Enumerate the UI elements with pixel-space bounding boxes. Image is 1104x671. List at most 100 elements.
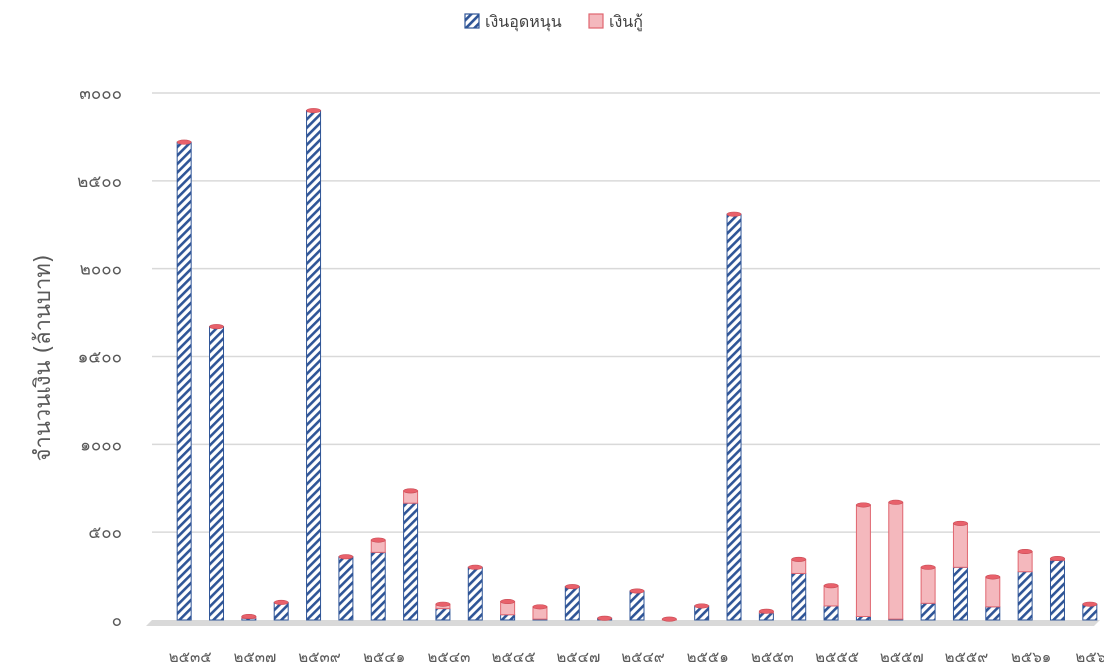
bar-cap	[597, 615, 612, 621]
x-tick-label: ๒๕๕๓	[751, 648, 794, 666]
bar-cap	[500, 599, 515, 605]
bar-group	[532, 604, 548, 621]
x-tick-label: ๒๕๓๗	[233, 648, 276, 666]
bar-segment-subsidy	[435, 608, 451, 621]
x-tick-labels: ๒๕๓๕ ๒๕๓๗ ๒๕๓๙ ๒๕๔๑ ๒๕๔๓ ๒๕๔๕ ๒๕๔๗ ๒๕๔๙ ๒๕๕๑ ๒๕๕๓…	[169, 648, 1104, 666]
y-tick-label: ๐	[112, 611, 122, 631]
bar-cap	[403, 488, 418, 494]
bar-group	[564, 584, 580, 621]
bar-segment-subsidy	[500, 614, 516, 621]
legend-swatch-loan	[588, 13, 604, 29]
bar-group	[500, 599, 516, 621]
bar-segment-subsidy	[209, 326, 225, 621]
bar-segment-subsidy	[758, 612, 774, 621]
bar-group	[920, 564, 936, 621]
bar-group	[467, 564, 483, 621]
bar-segment-subsidy	[920, 602, 936, 621]
bar-cap	[888, 499, 904, 505]
bar-group	[855, 502, 871, 621]
bar-cap	[920, 564, 936, 570]
bar-cap	[565, 584, 580, 590]
bar-cap	[338, 554, 354, 560]
legend-label-subsidy: เงินอุดหนุน	[485, 12, 562, 32]
bar-cap	[273, 599, 289, 605]
bar-segment-subsidy	[176, 141, 192, 621]
y-tick-label: ๓๐๐๐	[79, 84, 122, 104]
bar-cap	[759, 608, 774, 614]
bar-group	[1017, 548, 1033, 621]
bar-group	[241, 613, 257, 621]
x-tick-label: ๒๕๔๕	[492, 648, 536, 666]
legend-item-loan: เงินกู้	[588, 12, 643, 32]
bar-cap	[662, 616, 677, 622]
bar-group	[1082, 601, 1098, 621]
bar-segment-subsidy	[726, 213, 742, 621]
bar-group	[403, 488, 419, 621]
legend-swatch-subsidy	[464, 13, 480, 29]
bar-segment-loan	[855, 504, 871, 617]
bar-group	[823, 583, 839, 621]
x-tick-label: ๒๕๔๙	[621, 648, 665, 666]
bar-cap	[306, 108, 321, 114]
bar-cap	[176, 139, 192, 145]
bar-group	[1049, 556, 1065, 621]
bar-cap	[532, 604, 548, 610]
bar-group	[306, 108, 322, 621]
bar-segment-subsidy	[629, 590, 645, 621]
bar-group	[597, 615, 613, 621]
x-tick-label: ๒๕๓๕	[169, 648, 212, 666]
bar-group	[273, 599, 289, 621]
bar-cap	[241, 613, 257, 619]
legend-label-loan: เงินกู้	[609, 12, 643, 32]
bar-segment-subsidy	[823, 605, 839, 621]
legend-item-subsidy: เงินอุดหนุน	[464, 12, 562, 32]
bar-segment-subsidy	[273, 601, 289, 621]
bar-cap	[1050, 556, 1065, 562]
bar-group	[888, 499, 904, 621]
bar-group	[338, 554, 354, 621]
bar-cap	[953, 520, 968, 526]
bar-cap	[467, 564, 483, 570]
bar-segment-loan	[888, 501, 904, 620]
bar-cap	[1017, 548, 1033, 554]
bar-segment-subsidy	[403, 502, 419, 621]
bar-group	[661, 616, 677, 622]
bar-segment-subsidy	[1049, 559, 1065, 621]
bars	[176, 108, 1098, 622]
y-tick-labels: ๐ ๕๐๐ ๑๐๐๐ ๑๕๐๐ ๒๐๐๐ ๒๕๐๐ ๓๐๐๐	[77, 84, 122, 631]
bar-group	[791, 556, 807, 621]
bar-segment-subsidy	[338, 556, 354, 621]
floor	[146, 620, 1100, 626]
bar-cap	[985, 574, 1001, 580]
bar-segment-loan	[985, 576, 1001, 608]
bar-group	[985, 574, 1001, 621]
bar-segment-subsidy	[1017, 571, 1033, 621]
bar-segment-subsidy	[952, 566, 968, 621]
bar-group	[952, 520, 968, 621]
legend: เงินอุดหนุน เงินกู้	[464, 12, 643, 32]
x-tick-label: ๒๕๔๑	[363, 648, 405, 666]
bar-segment-subsidy	[564, 586, 580, 621]
bar-group	[176, 139, 192, 621]
bar-cap	[370, 537, 386, 543]
bar-segment-loan	[1017, 550, 1033, 573]
x-tick-label: ๒๕๓๙	[298, 648, 340, 666]
bar-group	[209, 324, 225, 621]
x-tick-label: ๒๕๔๗	[556, 648, 600, 666]
bar-cap	[1082, 601, 1098, 607]
x-tick-label: ๒๕๕๗	[880, 648, 924, 666]
x-tick-label: ๒๕๕๑	[687, 648, 729, 666]
y-tick-label: ๒๕๐๐	[77, 172, 122, 192]
bar-group	[758, 608, 774, 621]
bar-group	[370, 537, 386, 621]
bar-segment-subsidy	[985, 606, 1001, 621]
bar-segment-subsidy	[467, 566, 483, 621]
bar-segment-subsidy	[306, 110, 322, 621]
bar-cap	[629, 588, 645, 594]
y-tick-label: ๕๐๐	[88, 523, 122, 543]
bar-group	[629, 588, 645, 621]
bar-cap	[791, 556, 807, 562]
bar-cap	[694, 603, 709, 609]
bar-group	[694, 603, 710, 621]
